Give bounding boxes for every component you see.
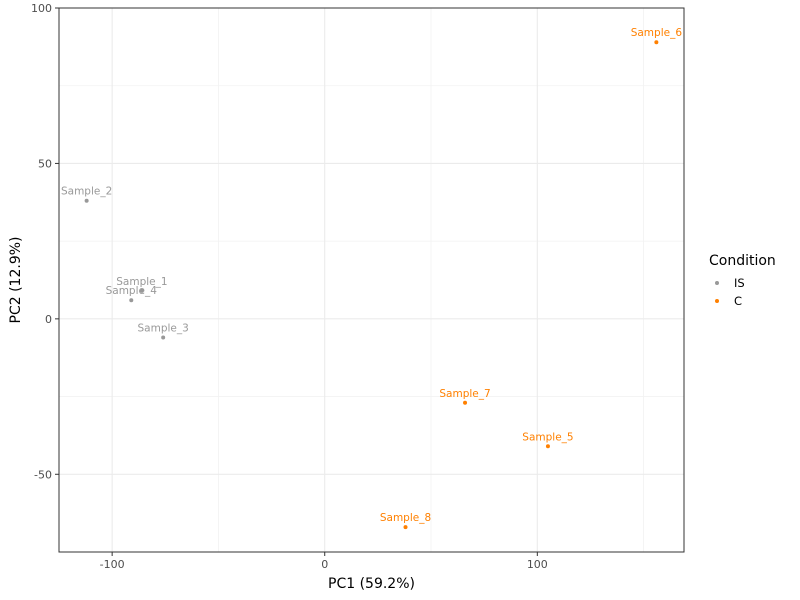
point-sample-2 — [84, 198, 89, 203]
x-tick-label: 100 — [527, 558, 548, 571]
legend-key-c — [715, 299, 719, 303]
y-tick-label: 50 — [38, 157, 52, 170]
point-sample-7 — [463, 400, 468, 405]
legend-label-c: C — [734, 294, 742, 308]
legend-title: Condition — [709, 253, 776, 269]
y-tick-label: 100 — [31, 2, 52, 15]
label-sample-5: Sample_5 — [522, 431, 573, 443]
point-sample-4 — [129, 298, 134, 303]
point-sample-1 — [139, 288, 144, 293]
x-axis-title: PC1 (59.2%) — [328, 576, 415, 592]
label-sample-8: Sample_8 — [380, 512, 431, 524]
point-sample-3 — [161, 335, 166, 340]
data-points — [84, 40, 659, 530]
point-sample-5 — [545, 444, 550, 449]
label-sample-3: Sample_3 — [138, 323, 189, 335]
plot-background — [59, 8, 684, 552]
label-sample-6: Sample_6 — [631, 27, 683, 39]
y-tick-label: -50 — [34, 468, 52, 481]
point-sample-8 — [403, 525, 408, 530]
legend-key-is — [715, 281, 719, 285]
x-tick-label: -100 — [100, 558, 125, 571]
point-sample-6 — [654, 40, 659, 45]
label-sample-1: Sample_1 — [116, 276, 167, 288]
x-tick-label: 0 — [321, 558, 328, 571]
label-sample-2: Sample_2 — [61, 186, 112, 198]
y-axis-title: PC2 (12.9%) — [8, 237, 24, 324]
axes: -100 0 100 100 50 0 -50 — [31, 2, 548, 571]
label-sample-4: Sample_4 — [106, 285, 158, 297]
label-sample-7: Sample_7 — [439, 388, 490, 400]
legend-label-is: IS — [734, 276, 745, 290]
y-tick-label: 0 — [45, 313, 52, 326]
point-labels: Sample_1 Sample_2 Sample_3 Sample_4 Sample_5… — [61, 27, 682, 524]
plot-panel-border — [58, 7, 685, 553]
legend: Condition IS C — [709, 253, 776, 308]
